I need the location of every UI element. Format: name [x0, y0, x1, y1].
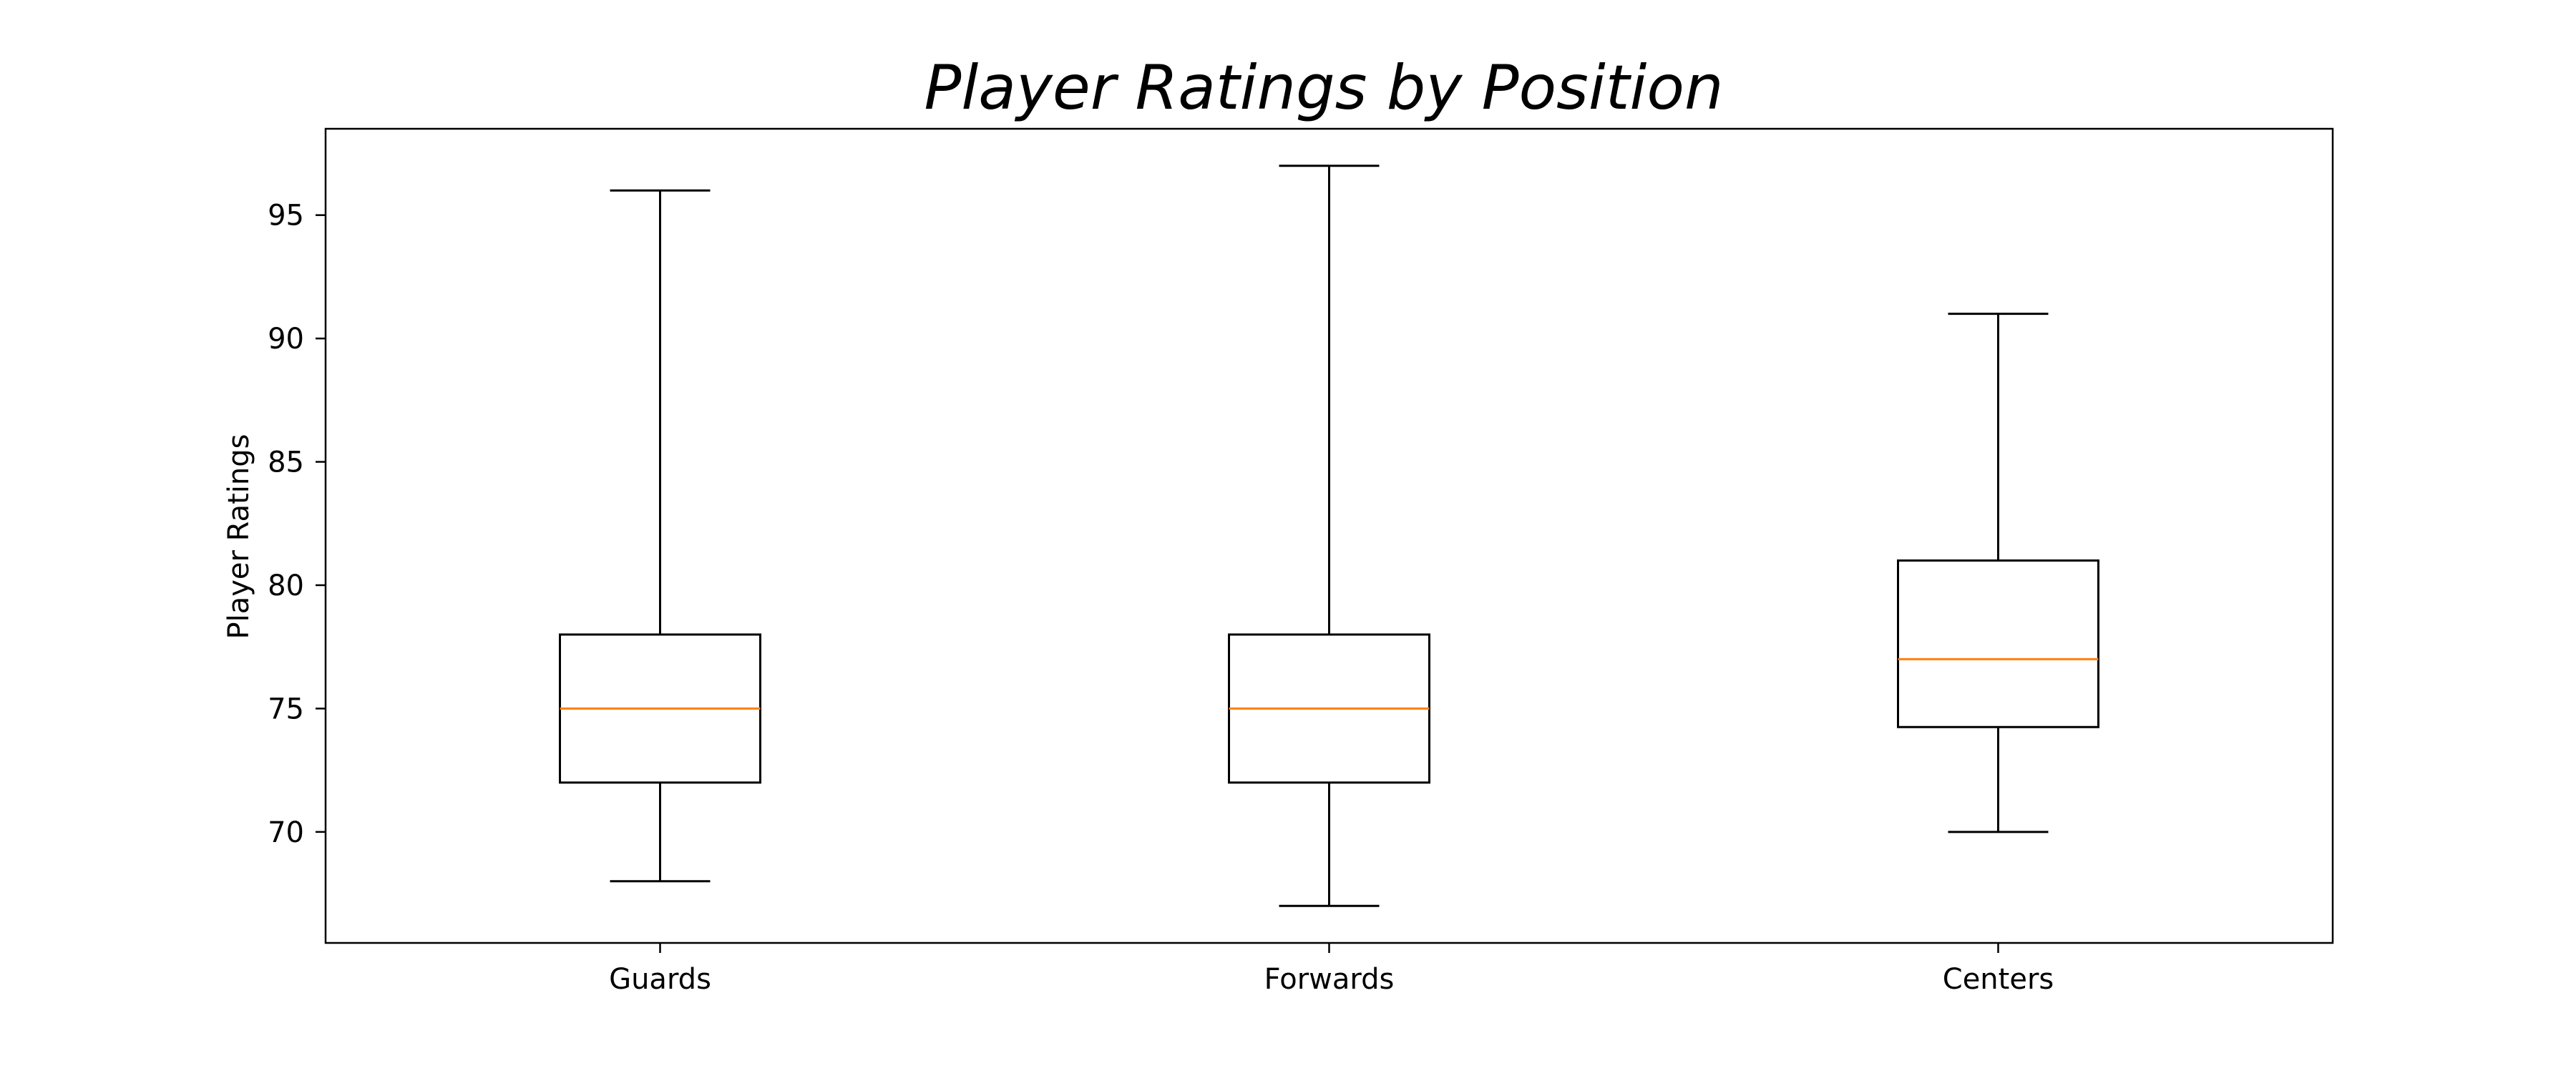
y-tick-label: 75 — [268, 693, 304, 725]
y-tick-label: 70 — [268, 816, 304, 849]
plot-area: 70 75 80 85 90 95 Guards Forwards Centers — [268, 127, 2334, 996]
x-tick-label: Centers — [1943, 963, 2054, 996]
x-tick-label: Guards — [609, 963, 711, 996]
y-tick-label: 95 — [268, 200, 304, 233]
y-tick-label: 80 — [268, 569, 304, 602]
y-tick-label: 85 — [268, 446, 304, 479]
y-axis-label: Player Ratings — [223, 434, 255, 640]
chart-title: Player Ratings by Position — [924, 52, 1724, 124]
box-centers — [1897, 559, 2099, 728]
x-tick-label: Forwards — [1264, 963, 1395, 996]
y-tick-label: 90 — [268, 323, 304, 356]
